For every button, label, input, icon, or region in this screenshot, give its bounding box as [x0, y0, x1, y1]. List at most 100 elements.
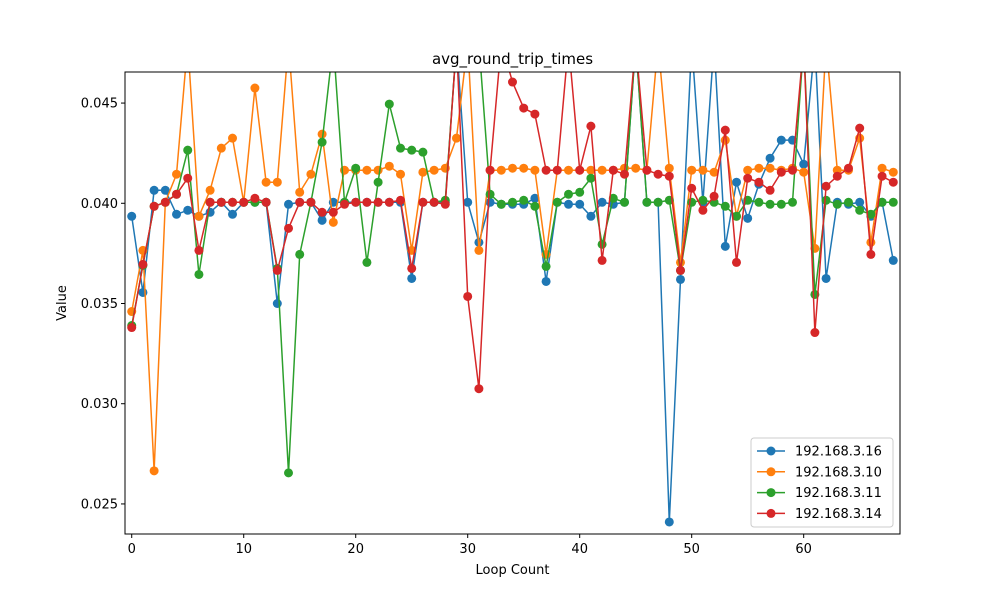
- legend-box: [750, 437, 894, 528]
- data-point: [407, 145, 417, 155]
- data-point: [205, 197, 215, 207]
- data-point: [149, 185, 159, 195]
- data-point: [138, 287, 148, 297]
- x-tick-label: 30: [459, 542, 476, 557]
- data-point: [822, 38, 831, 47]
- data-point: [519, 103, 529, 113]
- data-point: [653, 197, 663, 207]
- data-point: [776, 135, 786, 145]
- data-point: [205, 185, 215, 195]
- data-point: [250, 193, 260, 203]
- y-tick-label: 0.045: [81, 97, 118, 112]
- data-point: [463, 291, 473, 301]
- data-point: [743, 213, 753, 223]
- data-point: [362, 197, 372, 207]
- data-point: [776, 199, 786, 209]
- data-point: [384, 161, 394, 171]
- legend-item: 192.168.3.11: [757, 486, 882, 501]
- data-point: [250, 83, 260, 93]
- data-point: [787, 197, 797, 207]
- data-point: [855, 123, 865, 133]
- data-point: [664, 171, 674, 181]
- data-point: [888, 197, 898, 207]
- series-2: [127, 38, 898, 478]
- data-point: [272, 265, 282, 275]
- legend-item: 192.168.3.16: [757, 445, 882, 460]
- data-point: [776, 167, 786, 177]
- data-point: [239, 197, 249, 207]
- data-point: [586, 165, 596, 175]
- data-point: [799, 38, 808, 47]
- y-tick-label: 0.025: [81, 497, 118, 512]
- data-point: [373, 165, 383, 175]
- data-point: [485, 189, 495, 199]
- data-point: [284, 199, 294, 209]
- data-point: [564, 199, 573, 209]
- data-point: [832, 171, 842, 181]
- data-point: [698, 195, 708, 205]
- data-point: [586, 121, 596, 131]
- data-point: [821, 195, 831, 205]
- data-point: [575, 187, 585, 197]
- data-point: [172, 209, 182, 219]
- data-point: [496, 199, 506, 209]
- data-point: [698, 205, 708, 215]
- data-point: [866, 237, 876, 247]
- data-point: [261, 197, 271, 207]
- data-point: [508, 77, 517, 87]
- legend-label: 192.168.3.16: [795, 445, 882, 460]
- data-point: [228, 133, 238, 143]
- data-point: [799, 159, 809, 169]
- data-point: [843, 163, 853, 173]
- data-point: [418, 197, 428, 207]
- data-point: [653, 169, 663, 179]
- data-point: [530, 193, 540, 203]
- data-point: [497, 38, 506, 47]
- data-point: [340, 199, 350, 209]
- data-point: [720, 241, 730, 251]
- data-point: [396, 169, 406, 179]
- data-point: [351, 197, 361, 207]
- data-point: [127, 323, 137, 333]
- data-point: [407, 273, 417, 283]
- data-point: [362, 165, 372, 175]
- y-tick-label: 0.035: [81, 297, 118, 312]
- y-axis-label: Value: [55, 285, 70, 321]
- data-point: [631, 38, 640, 47]
- legend-label: 192.168.3.11: [795, 486, 882, 501]
- data-point: [452, 38, 461, 47]
- data-point: [799, 38, 808, 47]
- data-point: [564, 38, 573, 47]
- data-point: [351, 163, 361, 173]
- data-point: [654, 38, 663, 47]
- data-point: [575, 165, 585, 175]
- data-point: [765, 185, 775, 195]
- data-point: [687, 38, 696, 47]
- data-point: [452, 133, 461, 143]
- data-point: [597, 165, 607, 175]
- series-layer: [127, 38, 898, 527]
- data-point: [843, 197, 853, 207]
- data-point: [328, 217, 338, 227]
- data-point: [194, 269, 204, 279]
- data-point: [698, 165, 708, 175]
- legend-item: 192.168.3.10: [757, 465, 882, 480]
- data-point: [261, 177, 271, 187]
- x-tick-label: 40: [571, 542, 588, 557]
- data-point: [866, 249, 876, 259]
- data-point: [810, 38, 819, 47]
- data-point: [306, 169, 316, 179]
- data-point: [608, 193, 618, 203]
- data-point: [832, 199, 842, 209]
- data-point: [597, 239, 607, 249]
- data-point: [295, 197, 305, 207]
- data-point: [675, 274, 685, 284]
- series-line: [130, 72, 894, 390]
- data-point: [149, 466, 159, 476]
- plot-frame: [124, 71, 901, 535]
- legend-marker: [766, 446, 776, 456]
- data-point: [855, 205, 865, 215]
- data-point: [877, 163, 887, 173]
- data-point: [508, 163, 517, 173]
- data-point: [709, 167, 719, 177]
